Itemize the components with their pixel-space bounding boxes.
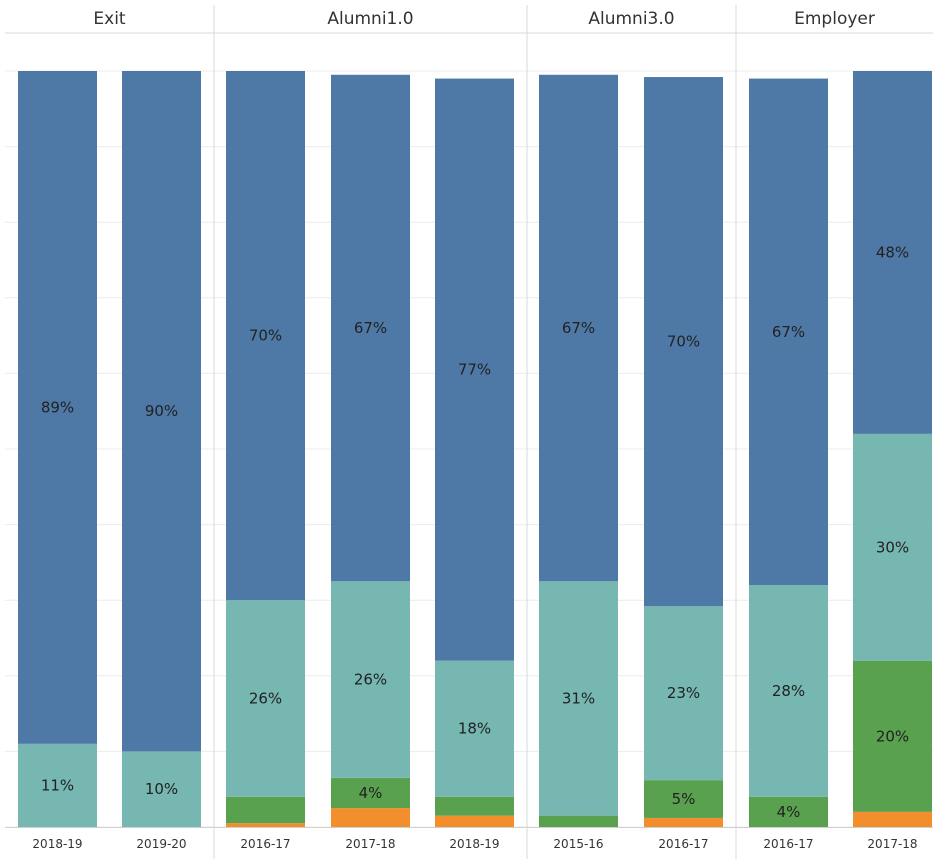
data-label: 67% [772,323,805,341]
data-label: 20% [876,727,909,745]
data-label: 10% [145,780,178,798]
x-tick-label: 2015-16 [553,837,603,851]
x-tick-label: 2018-19 [449,837,499,851]
x-tick-label: 2017-18 [345,837,395,851]
bar-segment-blue [331,74,410,582]
tick-labels: 2018-19 2019-20 2016-17 2017-18 2018-19 2015-… [32,837,917,851]
bar-segment-teal [18,743,97,827]
data-label: 30% [876,538,909,556]
data-label: 23% [667,684,700,702]
bar-segment-green [853,660,932,812]
x-tick-label: 2016-17 [240,837,290,851]
bar-segment-orange [226,823,305,827]
bar-segment-teal [435,660,514,797]
bar-segment-green [539,815,618,827]
bar-segment-teal [539,581,618,816]
bar-segment-green [644,780,723,818]
panel-title: Alumni3.0 [588,9,674,29]
data-label: 4% [359,784,383,802]
bar-segment-blue [226,71,305,601]
data-label: 67% [354,319,387,337]
x-tick-label: 2018-19 [32,837,82,851]
x-tick-label: 2017-18 [867,837,917,851]
data-label: 5% [672,790,696,808]
bar-segment-orange [435,815,514,827]
data-label: 4% [777,803,801,821]
data-label: 48% [876,243,909,261]
bar-segment-teal [853,433,932,661]
bar-segment-green [749,796,828,827]
bar-segment-blue [853,71,932,434]
data-label: 67% [562,319,595,337]
x-tick-label: 2016-17 [763,837,813,851]
bar-segment-orange [853,811,932,827]
panel-title: Exit [93,9,126,29]
x-tick-label: 2016-17 [658,837,708,851]
data-label: 26% [354,671,387,689]
bar-segment-teal [226,600,305,797]
bar-segment-green [331,777,410,809]
bar-segment-teal [331,581,410,778]
data-label: 31% [562,689,595,707]
data-label: 18% [458,720,491,738]
bar-segment-teal [122,751,201,827]
bar-segment-teal [644,606,723,781]
data-label: 11% [41,776,74,794]
data-label: 26% [249,689,282,707]
data-label: 90% [145,402,178,420]
bar-segment-blue [749,78,828,586]
data-label: 28% [772,682,805,700]
panel-title: Alumni1.0 [327,9,413,29]
bar-segment-blue [122,71,201,752]
bar-segment-teal [749,585,828,797]
data-label: 89% [41,398,74,416]
bar-segment-blue [539,74,618,582]
panel-title: Employer [794,9,875,29]
bar-segment-blue [435,78,514,661]
data-label: 70% [249,327,282,345]
bar-segment-green [226,796,305,824]
bar-segment-blue [644,77,723,607]
panel-titles: Exit Alumni1.0 Alumni3.0 Employer [93,9,874,29]
data-label: 77% [458,361,491,379]
data-label: 70% [667,333,700,351]
bar-segment-green [435,796,514,816]
bar-segment-orange [644,817,723,827]
bar-segment-orange [331,808,410,827]
bar-segment-blue [18,71,97,744]
x-tick-label: 2019-20 [136,837,186,851]
bars: 11% 89% 10% 90% 26% 70% 4% 26% 67% 18% 77% 31% 67% 5%… [18,71,932,827]
